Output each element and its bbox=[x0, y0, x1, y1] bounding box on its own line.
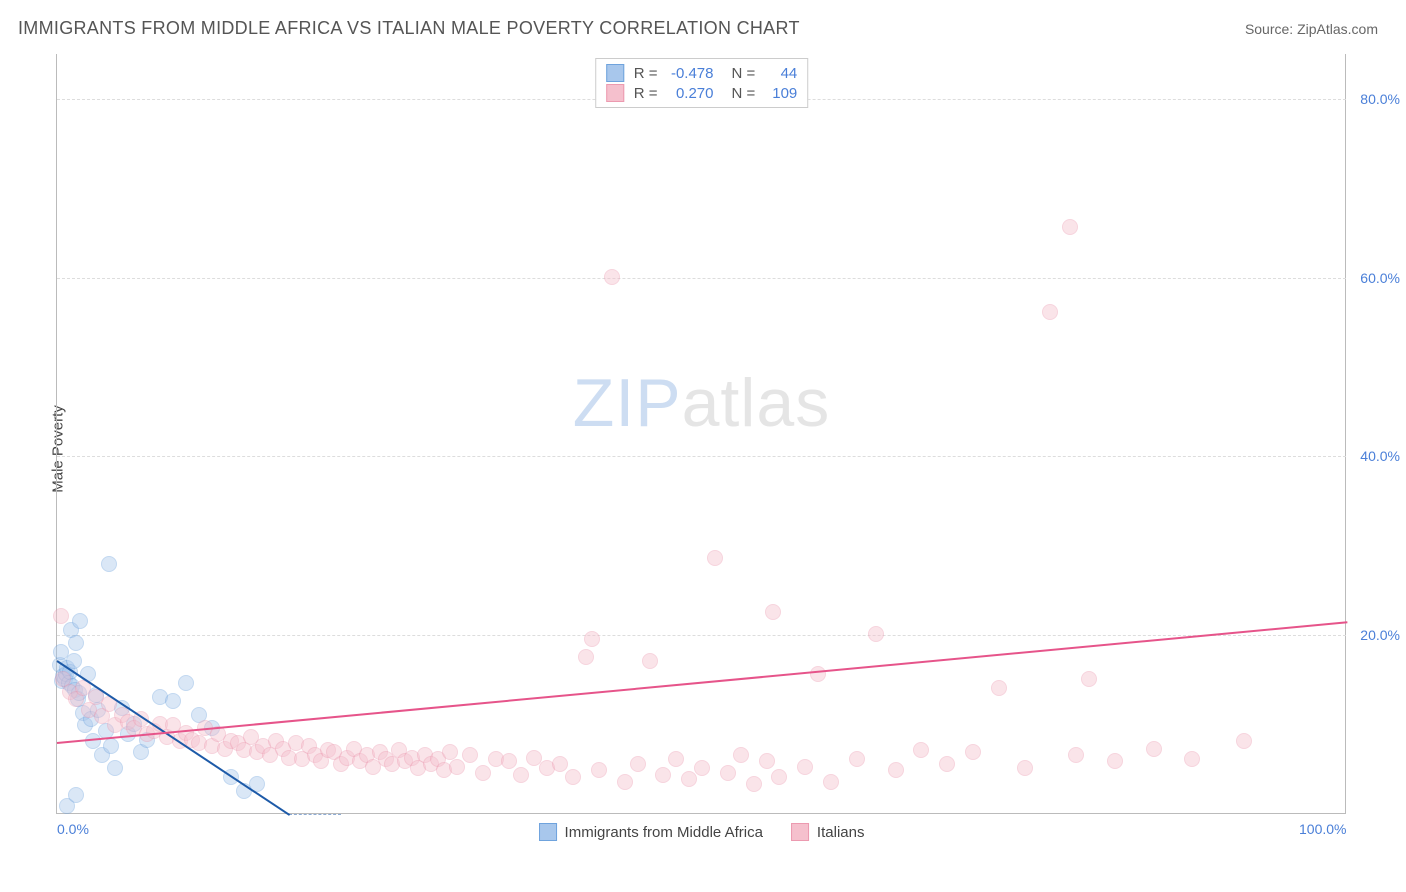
data-point bbox=[733, 747, 749, 763]
data-point bbox=[591, 762, 607, 778]
data-point bbox=[965, 744, 981, 760]
gridline bbox=[57, 635, 1346, 636]
data-point bbox=[655, 767, 671, 783]
data-point bbox=[1042, 304, 1058, 320]
data-point bbox=[53, 608, 69, 624]
trend-line-extension bbox=[289, 814, 341, 815]
data-point bbox=[68, 635, 84, 651]
legend-correlation: R = -0.478 N = 44 R = 0.270 N = 109 bbox=[595, 58, 809, 108]
data-point bbox=[868, 626, 884, 642]
r-value: -0.478 bbox=[666, 65, 714, 82]
data-point bbox=[1081, 671, 1097, 687]
data-point bbox=[584, 631, 600, 647]
chart-title: IMMIGRANTS FROM MIDDLE AFRICA VS ITALIAN… bbox=[18, 18, 800, 39]
data-point bbox=[1068, 747, 1084, 763]
data-point bbox=[681, 771, 697, 787]
legend-series-label: Italians bbox=[817, 824, 865, 841]
data-point bbox=[1184, 751, 1200, 767]
data-point bbox=[107, 760, 123, 776]
data-point bbox=[604, 269, 620, 285]
legend-correlation-row: R = 0.270 N = 109 bbox=[606, 83, 798, 103]
data-point bbox=[101, 556, 117, 572]
data-point bbox=[765, 604, 781, 620]
data-point bbox=[178, 675, 194, 691]
data-point bbox=[1146, 741, 1162, 757]
data-point bbox=[552, 756, 568, 772]
data-point bbox=[617, 774, 633, 790]
data-point bbox=[746, 776, 762, 792]
data-point bbox=[810, 666, 826, 682]
y-tick-label: 20.0% bbox=[1360, 627, 1400, 643]
data-point bbox=[939, 756, 955, 772]
data-point bbox=[642, 653, 658, 669]
y-tick-label: 80.0% bbox=[1360, 91, 1400, 107]
data-point bbox=[565, 769, 581, 785]
right-axis-line bbox=[1345, 54, 1346, 813]
watermark-atlas: atlas bbox=[682, 365, 831, 441]
data-point bbox=[888, 762, 904, 778]
r-value: 0.270 bbox=[666, 85, 714, 102]
y-tick-label: 60.0% bbox=[1360, 270, 1400, 286]
gridline bbox=[57, 278, 1346, 279]
data-point bbox=[578, 649, 594, 665]
legend-series: Immigrants from Middle Africa Italians bbox=[539, 823, 865, 841]
x-tick-label: 100.0% bbox=[1299, 821, 1346, 837]
legend-swatch bbox=[606, 64, 624, 82]
data-point bbox=[797, 759, 813, 775]
x-tick-label: 0.0% bbox=[57, 821, 89, 837]
data-point bbox=[165, 693, 181, 709]
data-point bbox=[694, 760, 710, 776]
data-point bbox=[72, 613, 88, 629]
legend-swatch bbox=[539, 823, 557, 841]
n-label: N = bbox=[732, 65, 756, 82]
data-point bbox=[991, 680, 1007, 696]
data-point bbox=[707, 550, 723, 566]
source-label: Source: ZipAtlas.com bbox=[1245, 21, 1378, 37]
data-point bbox=[630, 756, 646, 772]
chart-container: Male Poverty ZIPatlas R =-0.478N =44R =0… bbox=[18, 54, 1388, 844]
data-point bbox=[68, 787, 84, 803]
n-value: 44 bbox=[763, 65, 797, 82]
legend-correlation-row: R = -0.478 N = 44 bbox=[606, 63, 798, 83]
legend-series-item: Immigrants from Middle Africa bbox=[539, 823, 763, 841]
trend-line bbox=[57, 622, 1347, 745]
plot-area: ZIPatlas R =-0.478N =44R =0.270N =109 Im… bbox=[56, 54, 1346, 814]
n-value: 109 bbox=[763, 85, 797, 102]
data-point bbox=[668, 751, 684, 767]
data-point bbox=[759, 753, 775, 769]
data-point bbox=[720, 765, 736, 781]
data-point bbox=[1236, 733, 1252, 749]
data-point bbox=[849, 751, 865, 767]
data-point bbox=[823, 774, 839, 790]
legend-swatch bbox=[606, 84, 624, 102]
data-point bbox=[771, 769, 787, 785]
watermark-zip: ZIP bbox=[573, 365, 682, 441]
y-tick-label: 40.0% bbox=[1360, 448, 1400, 464]
data-point bbox=[103, 738, 119, 754]
legend-series-label: Immigrants from Middle Africa bbox=[565, 824, 763, 841]
data-point bbox=[449, 759, 465, 775]
n-label: N = bbox=[732, 85, 756, 102]
data-point bbox=[475, 765, 491, 781]
data-point bbox=[913, 742, 929, 758]
r-label: R = bbox=[634, 65, 658, 82]
data-point bbox=[501, 753, 517, 769]
header: IMMIGRANTS FROM MIDDLE AFRICA VS ITALIAN… bbox=[0, 0, 1406, 49]
watermark: ZIPatlas bbox=[573, 364, 830, 442]
data-point bbox=[513, 767, 529, 783]
data-point bbox=[1017, 760, 1033, 776]
r-label: R = bbox=[634, 85, 658, 102]
data-point bbox=[462, 747, 478, 763]
gridline bbox=[57, 456, 1346, 457]
legend-swatch bbox=[791, 823, 809, 841]
data-point bbox=[1062, 219, 1078, 235]
legend-series-item: Italians bbox=[791, 823, 865, 841]
data-point bbox=[1107, 753, 1123, 769]
